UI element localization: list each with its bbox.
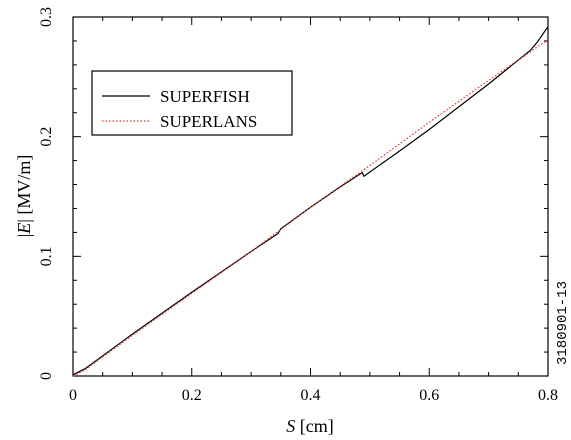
series-line-superfish [72, 26, 549, 376]
x-axis-variable: S [286, 416, 295, 436]
tick-labels: 0 0.2 0.4 0.6 0.8 0 0.1 0.2 0.3 [38, 7, 558, 404]
x-axis-title: S [cm] [286, 416, 333, 436]
x-tick-label: 0.2 [182, 387, 202, 404]
legend-label-superlans: SUPERLANS [160, 112, 257, 131]
y-tick-label: 0.3 [38, 7, 55, 27]
series-line-superlans [72, 39, 549, 377]
x-axis-unit: [cm] [295, 416, 333, 436]
x-tick-label: 0.6 [419, 387, 439, 404]
x-tick-label: 0.4 [301, 387, 321, 404]
figure-id-label: 3180901-13 [555, 281, 571, 365]
y-axis-title: |E| [MV/m] [14, 155, 34, 238]
series-layer [72, 26, 549, 377]
y-axis-unit: [MV/m] [14, 155, 34, 220]
axis-ticks [72, 16, 549, 377]
y-axis-variable: E [14, 223, 34, 235]
y-tick-label: 0.1 [38, 246, 55, 266]
legend-box [91, 70, 293, 136]
legend-label-superfish: SUPERFISH [160, 87, 250, 106]
legend: SUPERFISH SUPERLANS [91, 70, 293, 136]
x-tick-label: 0 [69, 387, 77, 404]
y-tick-label: 0.2 [38, 127, 55, 147]
y-tick-label: 0 [38, 372, 55, 380]
x-tick-label: 0.8 [538, 387, 558, 404]
